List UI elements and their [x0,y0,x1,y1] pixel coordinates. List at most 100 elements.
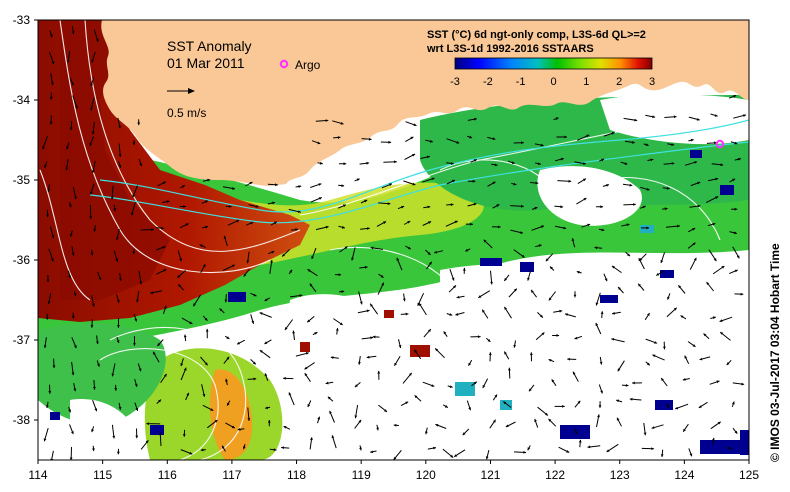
velocity-arrowhead [556,334,560,337]
velocity-arrowhead [578,439,582,443]
velocity-arrowhead [364,265,368,269]
velocity-arrowhead [521,254,525,258]
velocity-arrowhead [734,231,737,235]
velocity-arrowhead [204,200,208,204]
velocity-arrowhead [692,344,696,347]
velocity-arrowhead [153,351,156,355]
velocity-arrowhead [678,285,682,289]
velocity-arrowhead [498,225,501,229]
velocity-arrowhead [428,221,432,224]
velocity-arrowhead [71,82,74,86]
velocity-arrowhead [611,265,615,269]
velocity-arrowhead [387,202,391,206]
velocity-arrowhead [96,341,99,345]
velocity-arrowhead [482,309,485,313]
velocity-arrowhead [46,279,50,283]
velocity-arrowhead [388,140,392,144]
velocity-arrowhead [651,426,655,429]
velocity-arrowhead [94,408,98,412]
velocity-arrowhead [560,157,564,161]
sea-level-contours [39,20,749,460]
velocity-arrowhead [462,267,466,271]
velocity-arrowhead [71,372,75,376]
velocity-arrowhead [68,204,72,208]
velocity-arrowhead [51,61,55,65]
velocity-arrowhead [520,231,523,234]
velocity-arrowhead [675,406,679,410]
velocity-arrowhead [540,314,543,318]
velocity-arrowhead [638,258,642,262]
velocity-arrowhead [71,252,75,256]
velocity-arrowhead [714,114,718,117]
velocity-arrowhead [47,189,51,192]
velocity-arrowhead [521,141,524,145]
velocity-arrowhead [265,406,268,410]
velocity-arrowhead [601,228,605,232]
velocity-arrowhead [435,424,439,427]
velocity-arrowhead [110,196,114,200]
velocity-arrowhead [354,384,358,388]
velocity-arrowhead [91,131,95,135]
velocity-arrowhead [73,293,77,296]
velocity-arrowhead [433,446,436,450]
velocity-arrowhead [727,446,731,450]
velocity-arrowhead [632,140,635,144]
velocity-arrowhead [150,291,154,295]
velocity-arrowhead [734,207,738,211]
velocity-arrowhead [711,437,715,441]
velocity-arrowhead [398,345,402,348]
velocity-arrowhead [202,393,206,397]
velocity-arrowhead [582,178,586,182]
current-path [89,119,749,224]
velocity-arrowhead [477,335,481,339]
velocity-arrowhead [304,373,308,377]
velocity-arrowhead [689,453,693,457]
velocity-arrowhead [417,302,421,306]
velocity-arrowhead [228,205,232,208]
velocity-arrowhead [342,225,345,229]
velocity-arrowhead [435,348,439,352]
velocity-arrowhead [583,162,586,165]
velocity-arrowhead [660,260,664,263]
velocity-arrowhead [632,381,635,385]
velocity-arrowhead [163,305,167,309]
velocity-arrowhead [181,185,185,188]
velocity-arrowhead [521,204,524,208]
velocity-arrowhead [370,336,374,340]
velocity-arrowhead [431,177,435,181]
velocity-arrowhead [627,253,630,257]
velocity-arrowhead [259,312,263,315]
velocity-arrowhead [712,316,716,320]
velocity-arrowhead [555,117,559,121]
velocity-arrowhead [573,294,577,298]
velocity-arrowhead [118,125,121,129]
velocity-arrowhead [449,385,453,388]
velocity-arrowhead [132,194,136,198]
velocity-arrowhead [428,329,431,332]
velocity-arrowhead [251,320,255,324]
velocity-arrowhead [214,420,218,423]
velocity-arrowhead [692,242,696,246]
velocity-arrowhead [314,332,318,335]
velocity-arrowhead [456,295,460,299]
velocity-arrowhead [329,410,332,414]
velocity-arrowhead [394,362,397,366]
velocity-arrowhead [158,432,162,436]
velocity-arrowhead [472,179,476,183]
velocity-arrowhead [541,332,545,336]
velocity-arrowhead [527,277,530,281]
velocity-arrowhead [49,34,53,38]
velocity-arrowhead [189,321,193,324]
velocity-arrowhead [535,181,539,185]
velocity-arrowhead [443,331,447,335]
velocity-arrowhead [344,246,348,250]
colorbar-tick-label: 1 [583,76,589,88]
velocity-arrowhead [468,407,471,411]
velocity-arrowhead [134,318,138,322]
velocity-arrowhead [429,261,432,265]
velocity-arrowhead [677,224,680,228]
plot-frame [37,19,750,461]
velocity-arrowhead [307,404,311,407]
velocity-arrowhead [741,382,745,386]
velocity-arrowhead [508,367,511,371]
